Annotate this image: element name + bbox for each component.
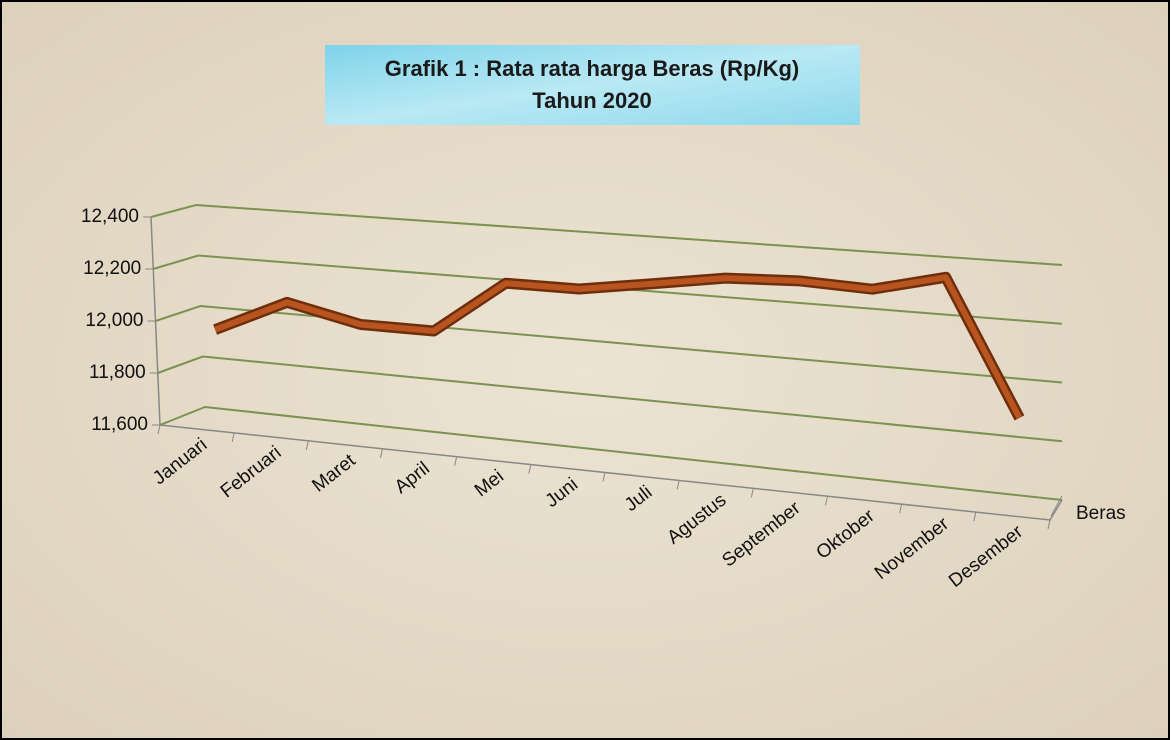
- x-tick: [973, 511, 977, 522]
- x-tick: [1047, 519, 1051, 530]
- x-tick: [157, 424, 161, 435]
- x-tick: [676, 480, 680, 490]
- grid-line: [155, 304, 1063, 384]
- y-tick-label: 12,000: [85, 310, 143, 331]
- x-tick: [602, 472, 606, 482]
- title-box: [325, 45, 860, 125]
- grid-line: [150, 203, 1063, 266]
- x-tick: [231, 432, 235, 443]
- chart-subtitle: Tahun 2020: [532, 88, 651, 113]
- chart-title: Grafik 1 : Rata rata harga Beras (Rp/Kg): [385, 56, 799, 81]
- grid-line: [159, 405, 1063, 501]
- x-tick: [899, 504, 903, 514]
- legend-label: Beras: [1076, 503, 1126, 524]
- y-tick-label: 12,200: [83, 258, 141, 279]
- x-tick: [750, 488, 754, 498]
- y-tick-label: 11,800: [89, 362, 146, 383]
- line: [214, 274, 1023, 420]
- x-tick: [380, 448, 383, 458]
- x-tick: [305, 440, 309, 450]
- grid-line: [157, 355, 1063, 443]
- x-tick: [454, 456, 458, 466]
- x-tick: [825, 496, 828, 506]
- y-tick-label: 11,600: [91, 414, 148, 435]
- x-tick: [528, 464, 532, 474]
- grid-line: [152, 254, 1063, 325]
- y-tick-label: 12,400: [81, 206, 139, 227]
- depth-tick: [1050, 495, 1063, 517]
